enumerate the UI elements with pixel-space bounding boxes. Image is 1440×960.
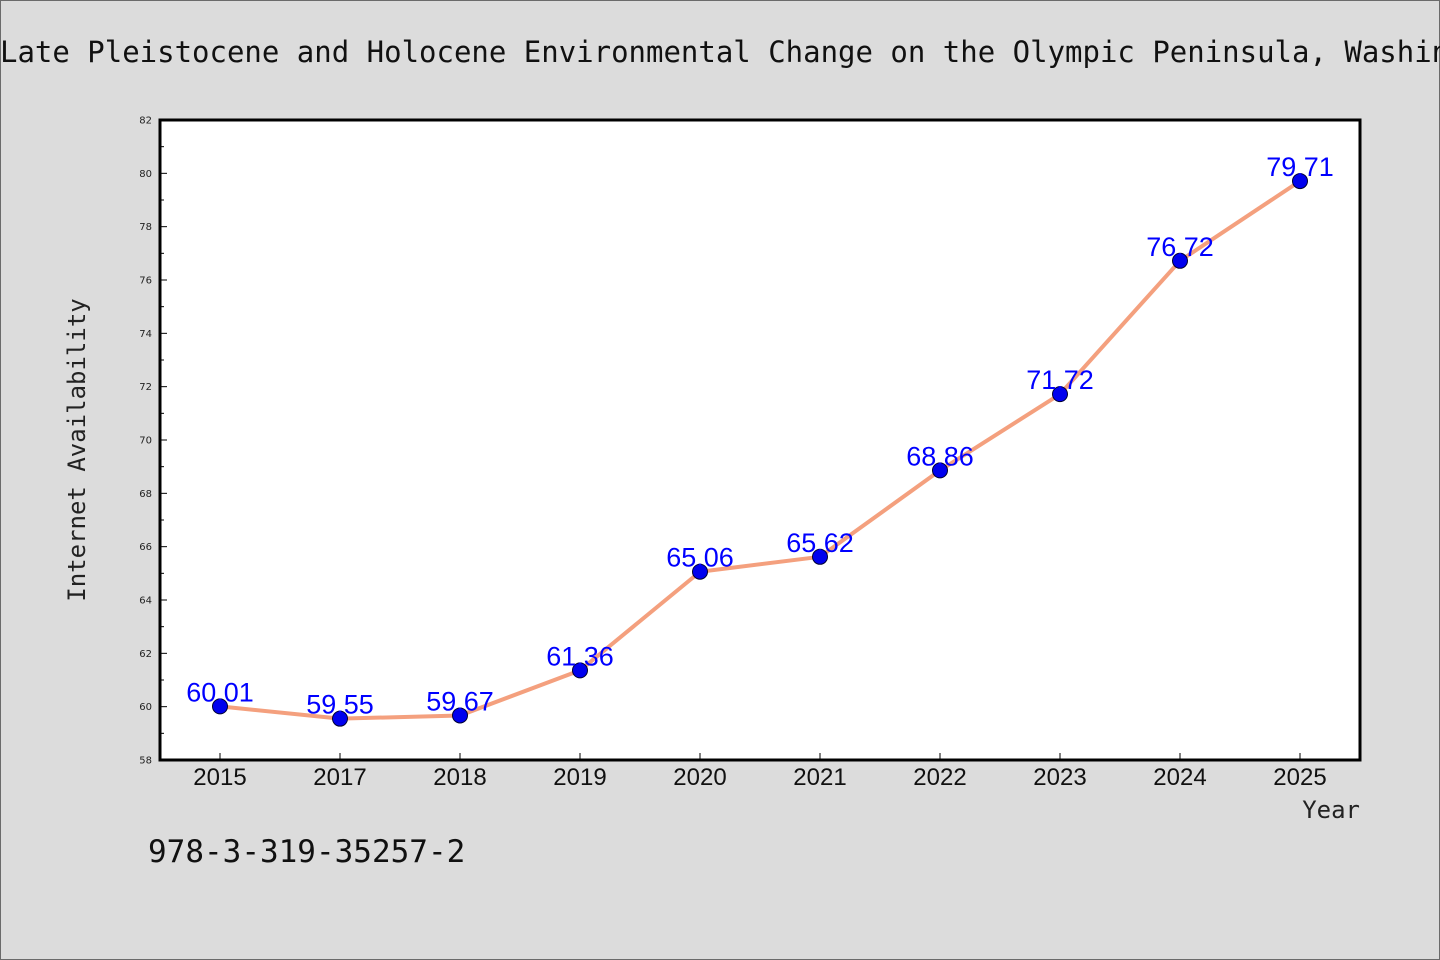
data-point: [692, 563, 708, 580]
x-tick-label: 2022: [913, 764, 966, 791]
data-point: [332, 710, 348, 727]
isbn-text: 978-3-319-35257-2: [148, 834, 466, 870]
chart-title: Late Pleistocene and Holocene Environmen…: [0, 35, 1440, 69]
y-tick-label: 62: [139, 649, 152, 660]
y-tick-label: 66: [139, 542, 152, 553]
data-label: 76.72: [1146, 232, 1214, 262]
y-tick-label: 72: [139, 382, 152, 393]
data-point: [932, 462, 948, 479]
y-tick-label: 60: [139, 702, 152, 713]
data-label: 79.71: [1266, 152, 1334, 182]
data-label: 65.62: [786, 528, 854, 558]
data-point: [452, 707, 468, 724]
x-tick-label: 2018: [433, 764, 486, 791]
data-point: [1052, 386, 1068, 403]
x-tick-label: 2024: [1153, 764, 1206, 791]
data-point: [1292, 173, 1308, 190]
x-tick-label: 2021: [793, 764, 846, 791]
y-tick-label: 80: [139, 169, 152, 180]
x-axis-ticks: 2015 2017 2018 2019 2020 2021 2022 2023 2024 2025: [193, 753, 1327, 791]
x-tick-label: 2017: [313, 764, 366, 791]
data-label: 59.55: [306, 690, 374, 720]
data-point: [572, 662, 588, 679]
x-tick-label: 2020: [673, 764, 726, 791]
data-label: 60.01: [186, 677, 254, 707]
y-tick-label: 70: [139, 436, 152, 447]
y-tick-label: 78: [139, 222, 152, 233]
data-point: [212, 698, 228, 715]
data-label: 59.67: [426, 686, 494, 716]
plot-area: [158, 118, 1362, 762]
y-axis-ticks: 58 60 62 64 66 68 70 72 74 76 78 80 82: [139, 116, 167, 767]
x-tick-label: 2015: [193, 764, 246, 791]
y-tick-label: 58: [139, 756, 152, 767]
y-tick-label: 76: [139, 276, 152, 287]
data-point: [812, 548, 828, 565]
data-labels: 60.01 59.55 59.67 61.36 65.06 65.62 68.86 71.72…: [186, 152, 1334, 720]
data-label: 68.86: [906, 441, 974, 471]
x-axis-label: Year: [1302, 796, 1360, 824]
data-markers: [212, 173, 1308, 727]
y-tick-label: 68: [139, 489, 152, 500]
data-label: 71.72: [1026, 365, 1094, 395]
x-tick-label: 2023: [1033, 764, 1086, 791]
data-label: 61.36: [546, 641, 614, 671]
x-tick-label: 2019: [553, 764, 606, 791]
y-tick-label: 74: [139, 329, 152, 340]
data-label: 65.06: [666, 543, 734, 573]
y-tick-label: 82: [139, 116, 152, 127]
y-tick-label: 64: [139, 596, 152, 607]
x-tick-label: 2025: [1273, 764, 1326, 791]
data-point: [1172, 252, 1188, 269]
series-line: [218, 179, 1302, 721]
